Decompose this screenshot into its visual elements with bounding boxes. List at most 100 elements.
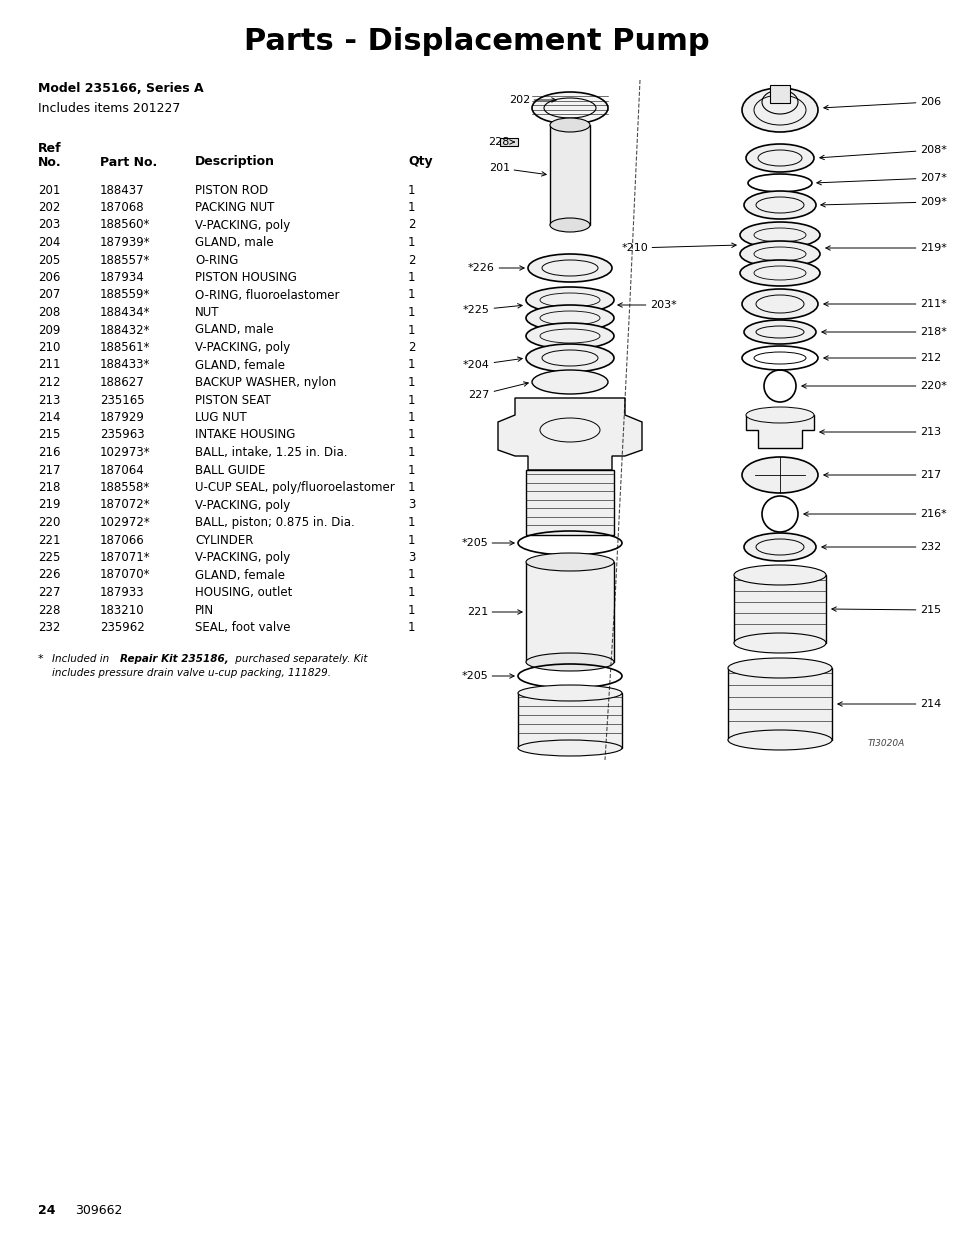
- Text: No.: No.: [38, 156, 62, 168]
- Text: 203: 203: [38, 219, 60, 231]
- Ellipse shape: [532, 91, 607, 124]
- Bar: [733, 576, 825, 643]
- Text: 1: 1: [408, 270, 416, 284]
- Text: O-RING, fluoroelastomer: O-RING, fluoroelastomer: [194, 289, 339, 301]
- Text: GLAND, male: GLAND, male: [194, 324, 274, 336]
- Text: CYLINDER: CYLINDER: [194, 534, 253, 547]
- Text: 213: 213: [819, 427, 941, 437]
- Text: LUG NUT: LUG NUT: [194, 411, 247, 424]
- Text: 1: 1: [408, 604, 416, 616]
- Text: INTAKE HOUSING: INTAKE HOUSING: [194, 429, 295, 441]
- Ellipse shape: [532, 370, 607, 394]
- Text: SEAL, foot valve: SEAL, foot valve: [194, 621, 291, 634]
- Text: 188561*: 188561*: [100, 341, 151, 354]
- Text: 215: 215: [831, 605, 941, 615]
- Text: 188560*: 188560*: [100, 219, 151, 231]
- Text: 232: 232: [38, 621, 60, 634]
- Text: 309662: 309662: [75, 1203, 122, 1216]
- Text: 221: 221: [466, 606, 521, 618]
- Text: U-CUP SEAL, poly/fluoroelastomer: U-CUP SEAL, poly/fluoroelastomer: [194, 480, 395, 494]
- Text: PISTON ROD: PISTON ROD: [194, 184, 268, 196]
- Ellipse shape: [743, 534, 815, 561]
- Text: includes pressure drain valve u-cup packing, 111829.: includes pressure drain valve u-cup pack…: [52, 668, 331, 678]
- Text: 188437: 188437: [100, 184, 145, 196]
- Text: Model 235166, Series A: Model 235166, Series A: [38, 82, 203, 95]
- Text: 225: 225: [38, 551, 60, 564]
- Text: 1: 1: [408, 201, 416, 214]
- Text: 228: 228: [38, 604, 60, 616]
- Ellipse shape: [517, 685, 621, 701]
- Ellipse shape: [525, 287, 614, 312]
- Text: 228: 228: [488, 137, 514, 147]
- Ellipse shape: [740, 241, 820, 267]
- Text: 217: 217: [823, 471, 941, 480]
- Text: 3: 3: [408, 499, 415, 511]
- Text: *205: *205: [460, 671, 514, 680]
- Text: 188434*: 188434*: [100, 306, 151, 319]
- Text: 214: 214: [837, 699, 941, 709]
- Text: 1: 1: [408, 516, 416, 529]
- Text: 216*: 216*: [803, 509, 945, 519]
- Text: 187933: 187933: [100, 585, 145, 599]
- Text: GLAND, female: GLAND, female: [194, 568, 285, 582]
- Text: *226: *226: [468, 263, 523, 273]
- Text: 1: 1: [408, 375, 416, 389]
- Ellipse shape: [517, 740, 621, 756]
- Text: Ref: Ref: [38, 142, 62, 154]
- Text: Includes items 201227: Includes items 201227: [38, 101, 180, 115]
- Ellipse shape: [525, 553, 614, 571]
- Ellipse shape: [733, 564, 825, 585]
- Bar: [525, 471, 614, 535]
- Text: Included in: Included in: [52, 655, 112, 664]
- Text: 218*: 218*: [821, 327, 946, 337]
- Polygon shape: [745, 415, 813, 448]
- Ellipse shape: [745, 408, 813, 424]
- Text: 183210: 183210: [100, 604, 145, 616]
- Text: 206: 206: [823, 98, 941, 110]
- Text: NUT: NUT: [194, 306, 219, 319]
- Text: 211*: 211*: [823, 299, 945, 309]
- Ellipse shape: [741, 457, 817, 493]
- Text: PIN: PIN: [194, 604, 213, 616]
- Text: 201: 201: [38, 184, 60, 196]
- Text: V-PACKING, poly: V-PACKING, poly: [194, 219, 290, 231]
- Text: 187070*: 187070*: [100, 568, 151, 582]
- Text: V-PACKING, poly: V-PACKING, poly: [194, 341, 290, 354]
- Text: Description: Description: [194, 156, 274, 168]
- Text: 1: 1: [408, 358, 416, 372]
- Text: Part No.: Part No.: [100, 156, 157, 168]
- Text: 1: 1: [408, 621, 416, 634]
- Text: 1: 1: [408, 411, 416, 424]
- Text: 187068: 187068: [100, 201, 145, 214]
- Text: 1: 1: [408, 394, 416, 406]
- Text: 210: 210: [38, 341, 60, 354]
- Ellipse shape: [550, 219, 589, 232]
- Text: 1: 1: [408, 429, 416, 441]
- Text: 217: 217: [38, 463, 60, 477]
- Text: 1: 1: [408, 568, 416, 582]
- Text: Parts - Displacement Pump: Parts - Displacement Pump: [244, 27, 709, 57]
- Text: 2: 2: [408, 219, 416, 231]
- Text: V-PACKING, poly: V-PACKING, poly: [194, 551, 290, 564]
- Ellipse shape: [727, 658, 831, 678]
- Text: 188432*: 188432*: [100, 324, 151, 336]
- Text: 232: 232: [821, 542, 941, 552]
- Text: Qty: Qty: [408, 156, 432, 168]
- Text: 215: 215: [38, 429, 60, 441]
- Text: 214: 214: [38, 411, 60, 424]
- Text: 220: 220: [38, 516, 60, 529]
- Text: O-RING: O-RING: [194, 253, 238, 267]
- Text: 213: 213: [38, 394, 60, 406]
- Text: 2: 2: [408, 341, 416, 354]
- Text: PISTON SEAT: PISTON SEAT: [194, 394, 271, 406]
- Text: 212: 212: [38, 375, 60, 389]
- Text: 187064: 187064: [100, 463, 145, 477]
- Text: *: *: [38, 655, 44, 664]
- Text: 235963: 235963: [100, 429, 145, 441]
- Text: BALL, intake, 1.25 in. Dia.: BALL, intake, 1.25 in. Dia.: [194, 446, 347, 459]
- Text: GLAND, female: GLAND, female: [194, 358, 285, 372]
- Ellipse shape: [525, 324, 614, 350]
- Text: 203*: 203*: [618, 300, 676, 310]
- Text: 235165: 235165: [100, 394, 145, 406]
- Text: 1: 1: [408, 585, 416, 599]
